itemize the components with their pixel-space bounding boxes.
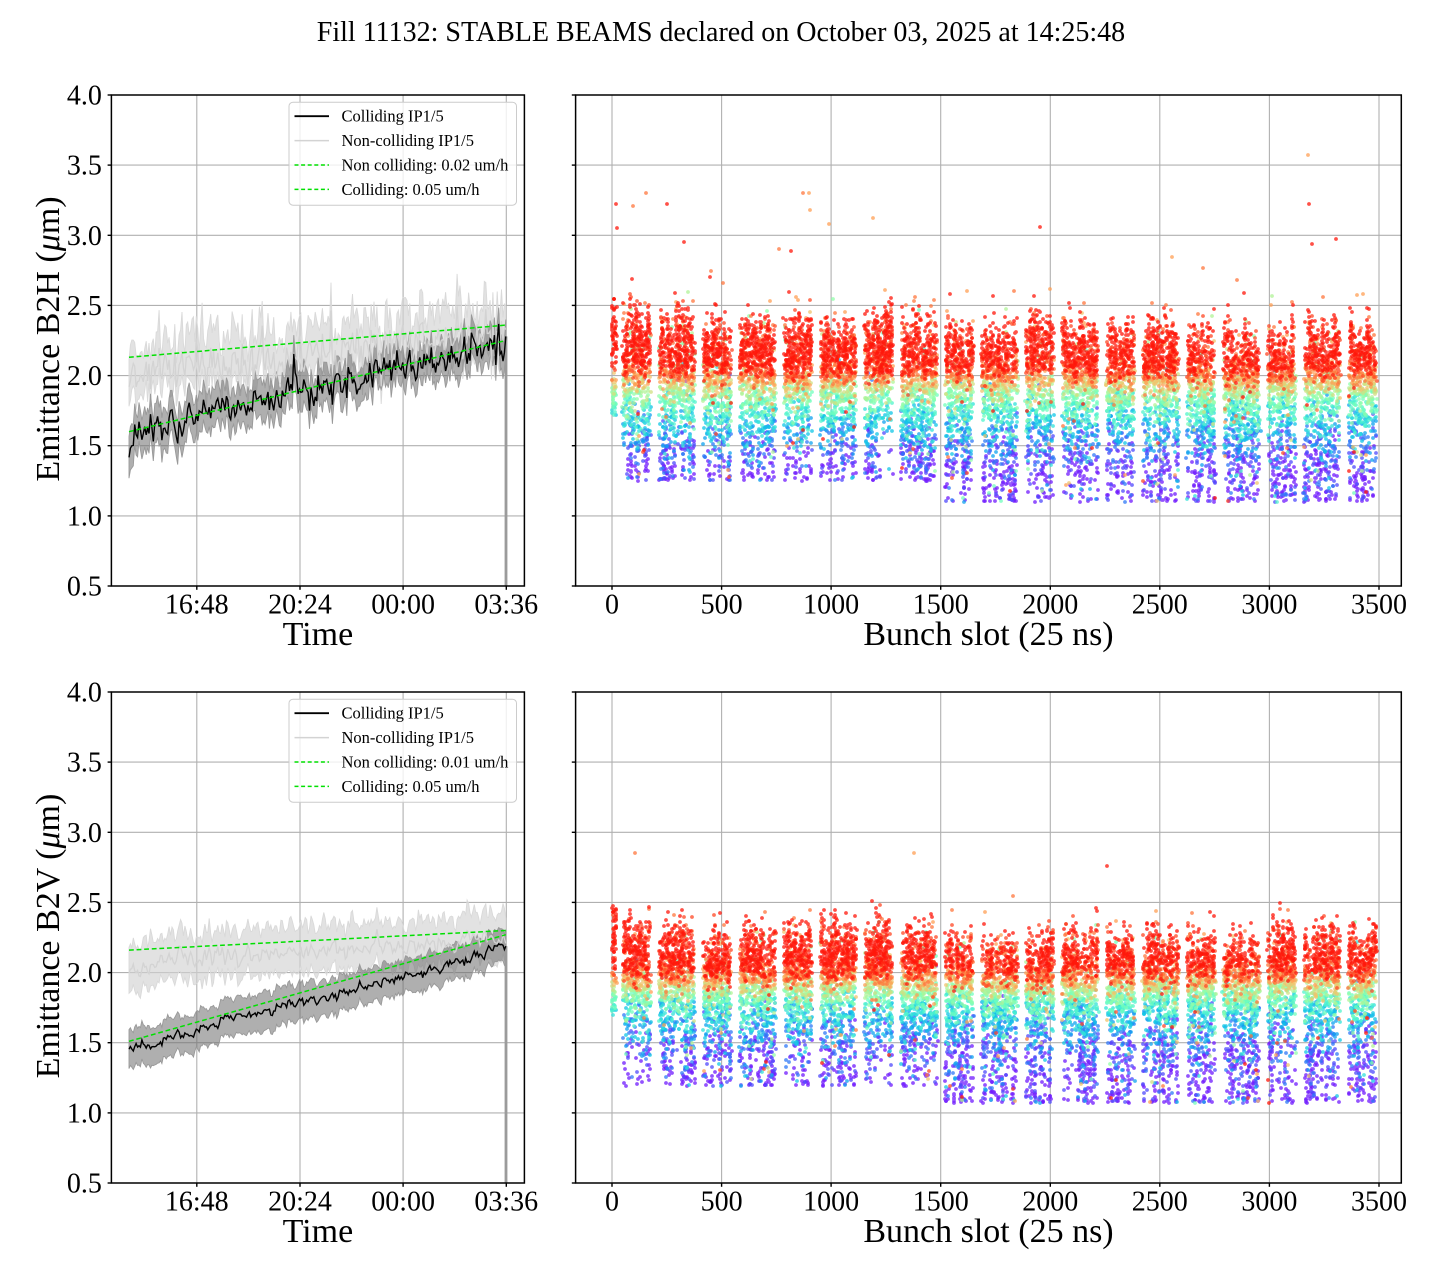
svg-text:1000: 1000 — [803, 1186, 859, 1217]
svg-text:16:48: 16:48 — [165, 589, 229, 620]
svg-text:3500: 3500 — [1351, 589, 1407, 620]
svg-text:Fill 11132: STABLE BEAMS decla: Fill 11132: STABLE BEAMS declared on Oct… — [317, 17, 1125, 48]
svg-text:2.5: 2.5 — [67, 888, 102, 919]
svg-text:Non-colliding IP1/5: Non-colliding IP1/5 — [342, 728, 474, 747]
svg-text:Colliding: 0.05 um/h: Colliding: 0.05 um/h — [342, 180, 481, 199]
svg-text:2000: 2000 — [1022, 1186, 1078, 1217]
svg-text:3.5: 3.5 — [67, 748, 102, 779]
svg-text:3.0: 3.0 — [67, 818, 102, 849]
svg-text:03:36: 03:36 — [474, 1186, 538, 1217]
svg-text:Non colliding: 0.02 um/h: Non colliding: 0.02 um/h — [342, 156, 510, 175]
svg-text:0: 0 — [605, 1186, 619, 1217]
svg-text:Time: Time — [283, 1213, 354, 1250]
svg-text:1000: 1000 — [803, 589, 859, 620]
svg-text:3.0: 3.0 — [67, 221, 102, 252]
svg-text:1500: 1500 — [913, 589, 969, 620]
svg-text:Non-colliding IP1/5: Non-colliding IP1/5 — [342, 131, 474, 150]
svg-text:1500: 1500 — [913, 1186, 969, 1217]
svg-text:16:48: 16:48 — [165, 1186, 229, 1217]
svg-text:2.0: 2.0 — [67, 361, 102, 392]
svg-text:4.0: 4.0 — [67, 81, 102, 112]
svg-text:03:36: 03:36 — [474, 589, 538, 620]
svg-text:Non colliding: 0.01 um/h: Non colliding: 0.01 um/h — [342, 753, 510, 772]
svg-text:20:24: 20:24 — [268, 1186, 332, 1217]
svg-text:0.5: 0.5 — [67, 1169, 102, 1200]
svg-text:1.0: 1.0 — [67, 501, 102, 532]
svg-text:Emittance B2H (μm): Emittance B2H (μm) — [30, 196, 67, 481]
svg-text:500: 500 — [701, 1186, 743, 1217]
svg-text:Colliding: 0.05 um/h: Colliding: 0.05 um/h — [342, 777, 481, 796]
svg-text:Colliding IP1/5: Colliding IP1/5 — [342, 107, 444, 126]
svg-text:3000: 3000 — [1241, 1186, 1297, 1217]
svg-text:1.0: 1.0 — [67, 1098, 102, 1129]
svg-text:20:24: 20:24 — [268, 589, 332, 620]
svg-text:0.5: 0.5 — [67, 572, 102, 603]
svg-text:2500: 2500 — [1132, 589, 1188, 620]
svg-text:Time: Time — [283, 616, 354, 653]
svg-text:1.5: 1.5 — [67, 431, 102, 462]
svg-text:Emittance B2V (μm): Emittance B2V (μm) — [30, 794, 67, 1079]
svg-text:3500: 3500 — [1351, 1186, 1407, 1217]
svg-text:1.5: 1.5 — [67, 1028, 102, 1059]
svg-text:Bunch slot (25 ns): Bunch slot (25 ns) — [863, 1213, 1113, 1250]
svg-text:500: 500 — [701, 589, 743, 620]
svg-text:2.0: 2.0 — [67, 958, 102, 989]
svg-text:3.5: 3.5 — [67, 151, 102, 182]
svg-text:0: 0 — [605, 589, 619, 620]
svg-text:2.5: 2.5 — [67, 291, 102, 322]
svg-text:3000: 3000 — [1241, 589, 1297, 620]
svg-text:00:00: 00:00 — [371, 589, 435, 620]
svg-text:00:00: 00:00 — [371, 1186, 435, 1217]
svg-text:Colliding IP1/5: Colliding IP1/5 — [342, 704, 444, 723]
svg-text:Bunch slot (25 ns): Bunch slot (25 ns) — [863, 616, 1113, 653]
svg-text:4.0: 4.0 — [67, 678, 102, 709]
svg-text:2500: 2500 — [1132, 1186, 1188, 1217]
svg-text:2000: 2000 — [1022, 589, 1078, 620]
